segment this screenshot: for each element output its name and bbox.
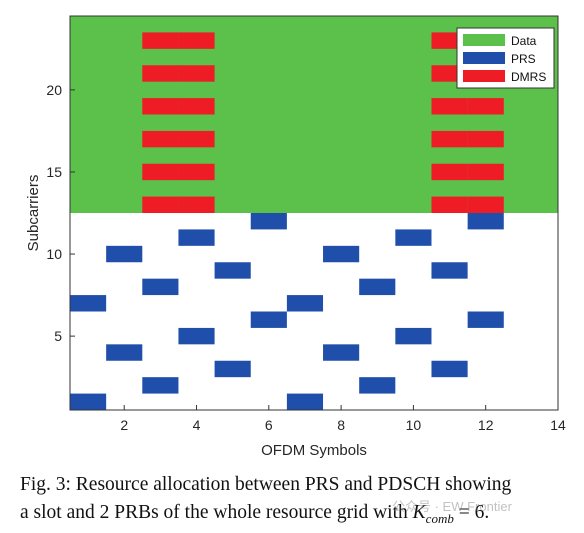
legend-label-prs: PRS xyxy=(511,52,536,66)
x-tick-label: 10 xyxy=(406,417,422,433)
prs-cell xyxy=(286,295,324,312)
dmrs-cell xyxy=(467,130,504,148)
prs-cell xyxy=(106,245,143,263)
dmrs-cell xyxy=(142,130,179,148)
y-axis-label: Subcarriers xyxy=(25,175,42,252)
dmrs-cell xyxy=(431,130,468,148)
prs-cell xyxy=(214,262,251,279)
prs-cell xyxy=(70,295,107,312)
prs-cell xyxy=(431,262,468,279)
dmrs-cell xyxy=(178,196,215,213)
prs-cell xyxy=(178,229,215,246)
resource-grid-chart: 2 4 6 8 10 12 14 5 10 15 20 OFDM Symbols Subcarri… xyxy=(25,15,566,459)
plot-frame xyxy=(69,15,559,411)
caption-line-2: a slot and 2 PRBs of the whole resource … xyxy=(20,499,580,533)
prs-cell xyxy=(250,311,287,328)
dmrs-cell xyxy=(142,196,179,213)
prs-cell xyxy=(214,360,251,378)
legend-swatch-prs xyxy=(463,52,505,64)
prs-cell xyxy=(323,344,360,361)
x-axis-label: OFDM Symbols xyxy=(261,442,367,459)
x-tick-label: 6 xyxy=(265,417,273,433)
y-tick-label: 20 xyxy=(46,82,62,98)
y-tick-label: 10 xyxy=(46,246,62,262)
prs-cell xyxy=(395,327,432,345)
prs-cell xyxy=(142,377,179,394)
dmrs-cell xyxy=(431,98,468,115)
legend-swatch-data xyxy=(463,34,505,46)
prs-cell xyxy=(70,393,107,410)
dmrs-cell xyxy=(467,163,504,181)
prs-cell xyxy=(359,377,396,394)
prs-cell xyxy=(359,278,396,296)
x-tick-label: 8 xyxy=(337,417,345,433)
dmrs-cell xyxy=(431,196,468,213)
caption-line-2-text: a slot and 2 PRBs of the whole resource … xyxy=(20,502,413,523)
legend-label-dmrs: DMRS xyxy=(511,70,546,84)
y-tick-label: 5 xyxy=(54,328,62,344)
dmrs-cell xyxy=(142,65,179,82)
dmrs-cell xyxy=(467,98,504,115)
prs-cell xyxy=(467,213,504,230)
dmrs-cell xyxy=(142,98,179,115)
dmrs-cell xyxy=(142,32,179,49)
x-tick-label: 12 xyxy=(478,417,494,433)
legend-swatch-dmrs xyxy=(463,70,505,82)
legend: Data PRS DMRS xyxy=(456,27,555,89)
x-tick-label: 2 xyxy=(120,417,128,433)
dmrs-cell xyxy=(178,65,215,82)
prs-cell xyxy=(431,360,468,378)
legend-label-data: Data xyxy=(511,34,537,48)
x-tick-label: 4 xyxy=(193,417,201,433)
prs-cell xyxy=(323,245,360,263)
dmrs-cell xyxy=(178,130,215,148)
prs-cell xyxy=(106,344,143,361)
caption-k-value: = 6. xyxy=(453,502,490,523)
y-axis-ticks: 5 10 15 20 xyxy=(46,82,75,344)
dmrs-cell xyxy=(467,196,504,213)
prs-cell xyxy=(250,213,287,230)
x-tick-label: 14 xyxy=(550,417,566,433)
prs-cell xyxy=(395,229,432,246)
dmrs-cell xyxy=(178,98,215,115)
dmrs-cell xyxy=(142,163,179,181)
caption-line-1: Fig. 3: Resource allocation between PRS … xyxy=(20,474,512,495)
dmrs-cell xyxy=(178,163,215,181)
prs-cell xyxy=(286,393,324,410)
prs-cell xyxy=(467,311,504,328)
prs-cell xyxy=(142,278,179,296)
caption-k-subscript: comb xyxy=(425,510,454,526)
x-axis-ticks: 2 4 6 8 10 12 14 xyxy=(120,405,566,433)
y-tick-label: 15 xyxy=(46,164,62,180)
dmrs-cell xyxy=(178,32,215,49)
watermark: 公众号 · EW Frontier xyxy=(392,499,512,514)
caption-k-symbol: K xyxy=(412,502,426,523)
figure-caption: Fig. 3: Resource allocation between PRS … xyxy=(20,471,580,533)
dmrs-cell xyxy=(431,163,468,181)
prs-cell xyxy=(178,327,215,345)
